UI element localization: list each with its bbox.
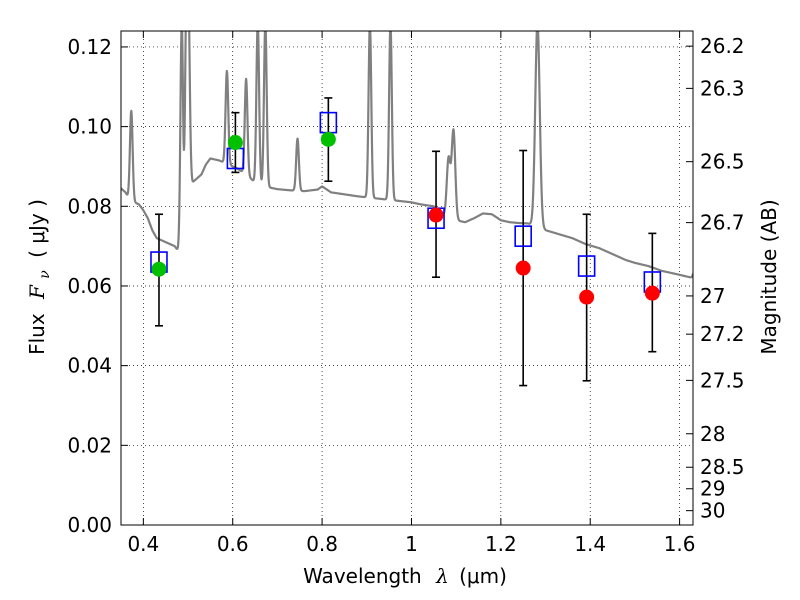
right-tick-label: 26.7 [700,211,745,235]
spectrum-line [121,31,693,279]
x-tick-label: 1.2 [485,532,517,556]
observed-point [644,285,660,301]
right-tick-label: 27.2 [700,322,745,346]
y-axis-ticks: 0.00 0.02 0.04 0.06 0.08 0.10 0.12 [67,35,128,537]
y-tick-label: 0.10 [67,115,112,139]
x-axis-label-symbol: λ [435,564,449,588]
y-axis-label-unit: ( μJy ) [25,199,49,258]
plot-frame [120,30,694,526]
observed-points [151,131,660,305]
model-photometry-square [514,225,532,247]
y-tick-label: 0.02 [67,433,112,457]
x-tick-label: 0.4 [127,532,159,556]
x-tick-label: 1.6 [664,532,696,556]
x-tick-label: 0.8 [306,532,338,556]
y-tick-label: 0.00 [67,513,112,537]
y-tick-label: 0.04 [67,354,112,378]
right-tick-label: 27 [700,284,725,308]
y-tick-label: 0.06 [67,274,112,298]
x-axis-ticks: 0.4 0.6 0.8 1 1.2 1.4 1.6 [127,31,696,556]
x-tick-label: 1 [405,532,418,556]
observed-point [579,289,595,305]
observed-point [320,131,336,147]
x-axis-label: Wavelength λ (μm) [303,564,507,588]
observed-point [428,207,444,223]
right-tick-label: 30 [700,499,725,523]
x-tick-label: 1.4 [574,532,606,556]
right-tick-label: 26.3 [700,76,745,100]
y-tick-label: 0.12 [67,35,112,59]
model-spectrum [121,31,693,279]
x-axis-label-text: Wavelength [303,564,422,588]
right-tick-label: 26.2 [700,34,745,58]
y-axis-label-subscript: ν [37,270,53,279]
y-tick-label: 0.08 [67,194,112,218]
observed-point [515,260,531,276]
right-tick-label: 28.5 [700,455,745,479]
y-axis-label-text: Flux [25,313,49,355]
right-tick-label: 29 [700,477,725,501]
x-axis-label-unit: (μm) [459,564,507,588]
y-axis-label: Flux F ν ( μJy ) [25,199,54,355]
right-tick-label: 27.5 [700,368,745,392]
right-tick-label: 28 [700,422,725,446]
x-tick-label: 0.6 [217,532,249,556]
y-axis-label-symbol: F [25,284,49,300]
observed-point [151,261,167,277]
observed-point [227,135,243,151]
model-photometry-square [577,255,596,277]
right-axis-label: Magnitude (AB) [757,199,781,354]
right-tick-label: 26.5 [700,150,745,174]
